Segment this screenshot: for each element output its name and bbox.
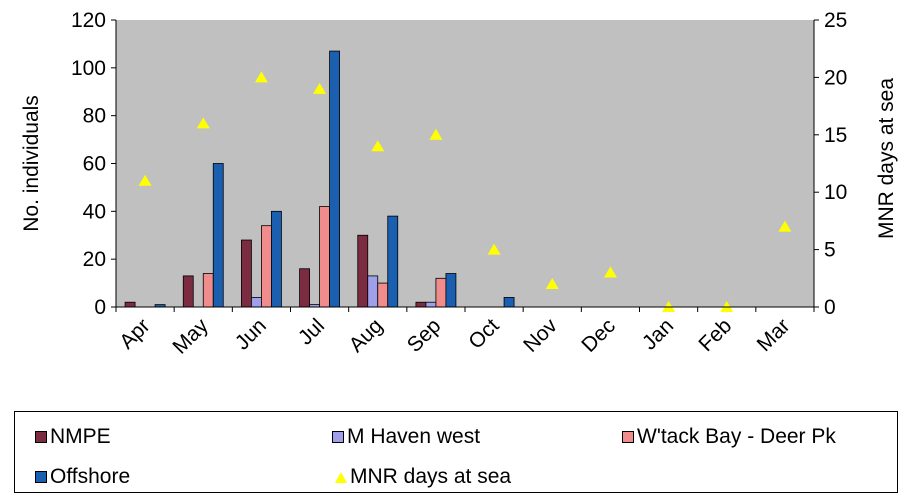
bar: [503, 297, 515, 308]
legend-item-offshore: Offshore: [35, 465, 130, 489]
x-tick-label: Mar: [753, 314, 795, 356]
legend-swatch-nmpe: [35, 431, 47, 443]
x-tick-label: Feb: [694, 314, 736, 356]
bar: [261, 225, 272, 308]
legend-label-mnr-days: MNR days at sea: [350, 465, 512, 488]
x-tick-label: Nov: [519, 314, 562, 357]
bar: [387, 215, 399, 308]
y2-tick-label: 25: [824, 9, 847, 32]
x-tick-label: Aug: [345, 314, 388, 357]
x-tick-label: May: [168, 314, 213, 359]
triangle-point: [196, 117, 210, 129]
bar: [124, 301, 136, 308]
bar: [435, 277, 447, 308]
y-tick-label: 100: [71, 57, 106, 80]
legend: NMPE M Haven west W'tack Bay - Deer Pk O…: [14, 411, 898, 493]
y-tick-label: 20: [83, 248, 106, 271]
y2-tick-label: 5: [824, 239, 836, 262]
y-tick-label: 60: [83, 153, 106, 176]
bar: [357, 234, 369, 308]
triangle-point: [545, 278, 559, 290]
legend-swatch-m-haven-west: [332, 431, 344, 443]
x-tick-label: Jul: [294, 314, 329, 349]
legend-item-mnr-days: MNR days at sea: [335, 465, 511, 489]
bar: [367, 275, 379, 308]
bar: [425, 301, 437, 308]
bar: [377, 282, 389, 308]
triangle-point: [371, 140, 385, 152]
legend-item-nmpe: NMPE: [35, 425, 111, 449]
legend-label-offshore: Offshore: [50, 465, 131, 488]
triangle-point: [313, 82, 327, 94]
legend-label-m-haven-west: M Haven west: [347, 425, 481, 448]
y-tick-label: 120: [71, 9, 106, 32]
bar: [182, 275, 194, 308]
triangle-point: [429, 128, 443, 140]
legend-label-wtack-bay: W'tack Bay - Deer Pk: [637, 425, 836, 448]
y2-tick-label: 10: [824, 181, 847, 204]
x-tick-label: Oct: [464, 314, 503, 353]
x-tick-label: Sep: [403, 314, 446, 357]
legend-swatch-wtack-bay: [622, 431, 634, 443]
legend-item-wtack-bay: W'tack Bay - Deer Pk: [622, 425, 836, 449]
bar: [415, 301, 427, 308]
legend-item-m-haven-west: M Haven west: [332, 425, 480, 449]
legend-label-nmpe: NMPE: [50, 425, 111, 448]
bar: [319, 206, 330, 308]
bar: [299, 268, 310, 308]
triangle-point: [487, 243, 501, 255]
triangle-point: [254, 71, 268, 83]
x-tick-label: Dec: [577, 314, 620, 357]
bar: [202, 273, 214, 308]
bar: [241, 239, 252, 308]
y2-axis-title: MNR days at sea: [875, 78, 898, 239]
triangle-point: [778, 220, 792, 232]
plot-area: [116, 20, 814, 307]
x-tick-label: Jan: [638, 314, 678, 354]
y-tick-label: 80: [83, 105, 106, 128]
legend-marker-mnr-days: [335, 471, 347, 483]
y-tick-label: 0: [94, 296, 106, 319]
bar: [445, 273, 457, 308]
y2-tick-label: 0: [824, 296, 836, 319]
y-tick-label: 40: [83, 200, 106, 223]
y2-tick-label: 20: [824, 66, 847, 89]
legend-swatch-offshore: [35, 471, 47, 483]
x-tick-label: Apr: [115, 314, 154, 353]
bar: [329, 50, 340, 308]
y-axis-title: No. individuals: [20, 95, 43, 232]
bar: [212, 163, 224, 308]
triangle-point: [138, 174, 152, 186]
triangle-point: [603, 266, 617, 278]
x-tick-label: Jun: [231, 314, 271, 354]
bar: [251, 297, 262, 308]
chart: 0 20 40 60 80 100 120 0 5 10 15 20 25 Apr May Jun Jul Aug…: [20, 9, 898, 359]
bar: [271, 210, 282, 308]
y2-tick-label: 15: [824, 124, 847, 147]
